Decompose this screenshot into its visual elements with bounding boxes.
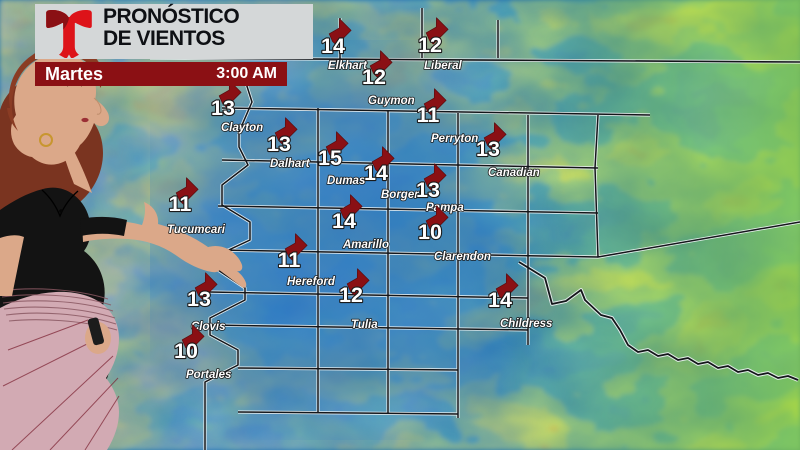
svg-text:12: 12 bbox=[362, 65, 386, 89]
svg-text:11: 11 bbox=[278, 248, 301, 272]
svg-text:14: 14 bbox=[321, 34, 345, 58]
svg-text:Tulia: Tulia bbox=[351, 319, 378, 331]
svg-text:13: 13 bbox=[187, 287, 211, 311]
svg-text:Clayton: Clayton bbox=[221, 122, 263, 134]
svg-text:14: 14 bbox=[364, 161, 388, 185]
svg-text:13: 13 bbox=[267, 132, 291, 156]
svg-text:Clarendon: Clarendon bbox=[434, 251, 491, 263]
svg-text:15: 15 bbox=[318, 146, 342, 170]
svg-text:Childress: Childress bbox=[500, 318, 552, 330]
svg-text:Pampa: Pampa bbox=[426, 202, 464, 214]
svg-text:Portales: Portales bbox=[186, 369, 231, 381]
svg-text:Dalhart: Dalhart bbox=[270, 158, 311, 170]
svg-text:Amarillo: Amarillo bbox=[342, 239, 389, 251]
svg-text:Liberal: Liberal bbox=[424, 60, 463, 72]
svg-text:13: 13 bbox=[476, 137, 500, 161]
svg-text:11: 11 bbox=[169, 192, 192, 216]
svg-text:Dumas: Dumas bbox=[327, 175, 365, 187]
svg-text:11: 11 bbox=[417, 103, 440, 127]
svg-text:12: 12 bbox=[418, 33, 442, 57]
svg-text:13: 13 bbox=[416, 178, 440, 202]
svg-text:13: 13 bbox=[211, 96, 235, 120]
svg-text:Tucumcari: Tucumcari bbox=[167, 224, 226, 236]
svg-text:Hereford: Hereford bbox=[287, 276, 336, 288]
svg-text:Guymon: Guymon bbox=[368, 95, 415, 107]
svg-text:14: 14 bbox=[488, 288, 512, 312]
svg-text:10: 10 bbox=[418, 220, 442, 244]
svg-text:Canadian: Canadian bbox=[488, 167, 540, 179]
svg-text:12: 12 bbox=[339, 283, 363, 307]
svg-text:14: 14 bbox=[332, 209, 356, 233]
svg-text:10: 10 bbox=[174, 339, 198, 363]
svg-text:Borger: Borger bbox=[381, 189, 419, 201]
svg-text:Perryton: Perryton bbox=[431, 133, 478, 145]
